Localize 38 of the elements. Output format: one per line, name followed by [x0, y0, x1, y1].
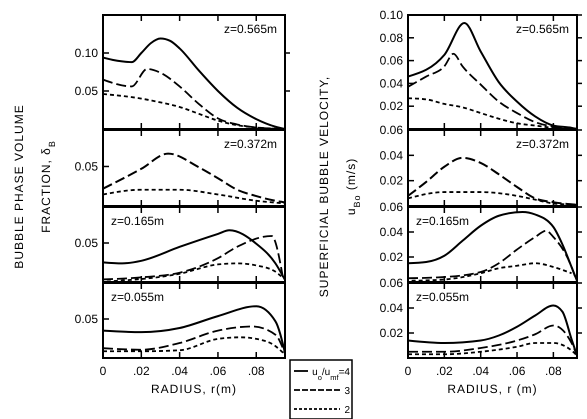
y-tick-label: 0.04 — [380, 76, 404, 90]
x-tick-label: 0 — [404, 364, 412, 378]
y-tick-label: 0.04 — [380, 301, 404, 315]
text: z=0.165m — [111, 214, 164, 228]
annotation: z=0.165m — [416, 214, 470, 228]
x-axis-title: RADIUS, r (m) — [447, 382, 538, 396]
x-tick-label: .06 — [210, 364, 227, 378]
legend-label: 2 — [344, 405, 350, 416]
annotation: z=0.372m — [516, 137, 569, 151]
y-tick-label: 0.10 — [380, 8, 404, 22]
y-tick-label: 0.10 — [74, 46, 98, 60]
y-tick-label: 0.04 — [380, 148, 404, 162]
x-axis-title: RADIUS, r(m) — [151, 382, 237, 396]
y-tick-label: 0.02 — [380, 326, 404, 340]
y-tick-label: 0.02 — [380, 99, 404, 114]
y-tick-label: 0.04 — [380, 225, 404, 239]
y-tick-label: 0.06 — [380, 123, 404, 137]
text: z=0.055m — [111, 290, 164, 304]
legend-label: u$_{o}$/u$_{mf}$=4 — [312, 367, 350, 382]
y-tick-label: 0.06 — [380, 276, 404, 290]
x-tick-label: .04 — [171, 364, 188, 378]
y-tick-label: 0.02 — [380, 250, 404, 264]
annotation: z=0.055m — [416, 290, 470, 304]
y-tick-label: 0.08 — [380, 30, 404, 45]
y-tick-label: 0.06 — [380, 200, 404, 214]
x-tick-label: .08 — [545, 364, 562, 378]
text: z=0.372m — [224, 137, 277, 151]
x-tick-label: 0 — [100, 364, 107, 378]
y-tick-label: 0.06 — [380, 54, 404, 68]
legend-label: 3 — [344, 386, 350, 397]
x-tick-label: .02 — [436, 364, 454, 378]
x-tick-label: .04 — [472, 364, 490, 378]
annotation: z=0.565m — [516, 22, 569, 36]
x-tick-label: .02 — [132, 364, 150, 378]
annotation: z=0.565m — [224, 22, 277, 36]
x-tick-label: .06 — [508, 364, 526, 378]
x-tick-label: .08 — [248, 364, 265, 378]
y-tick-label: 0.02 — [380, 174, 404, 188]
